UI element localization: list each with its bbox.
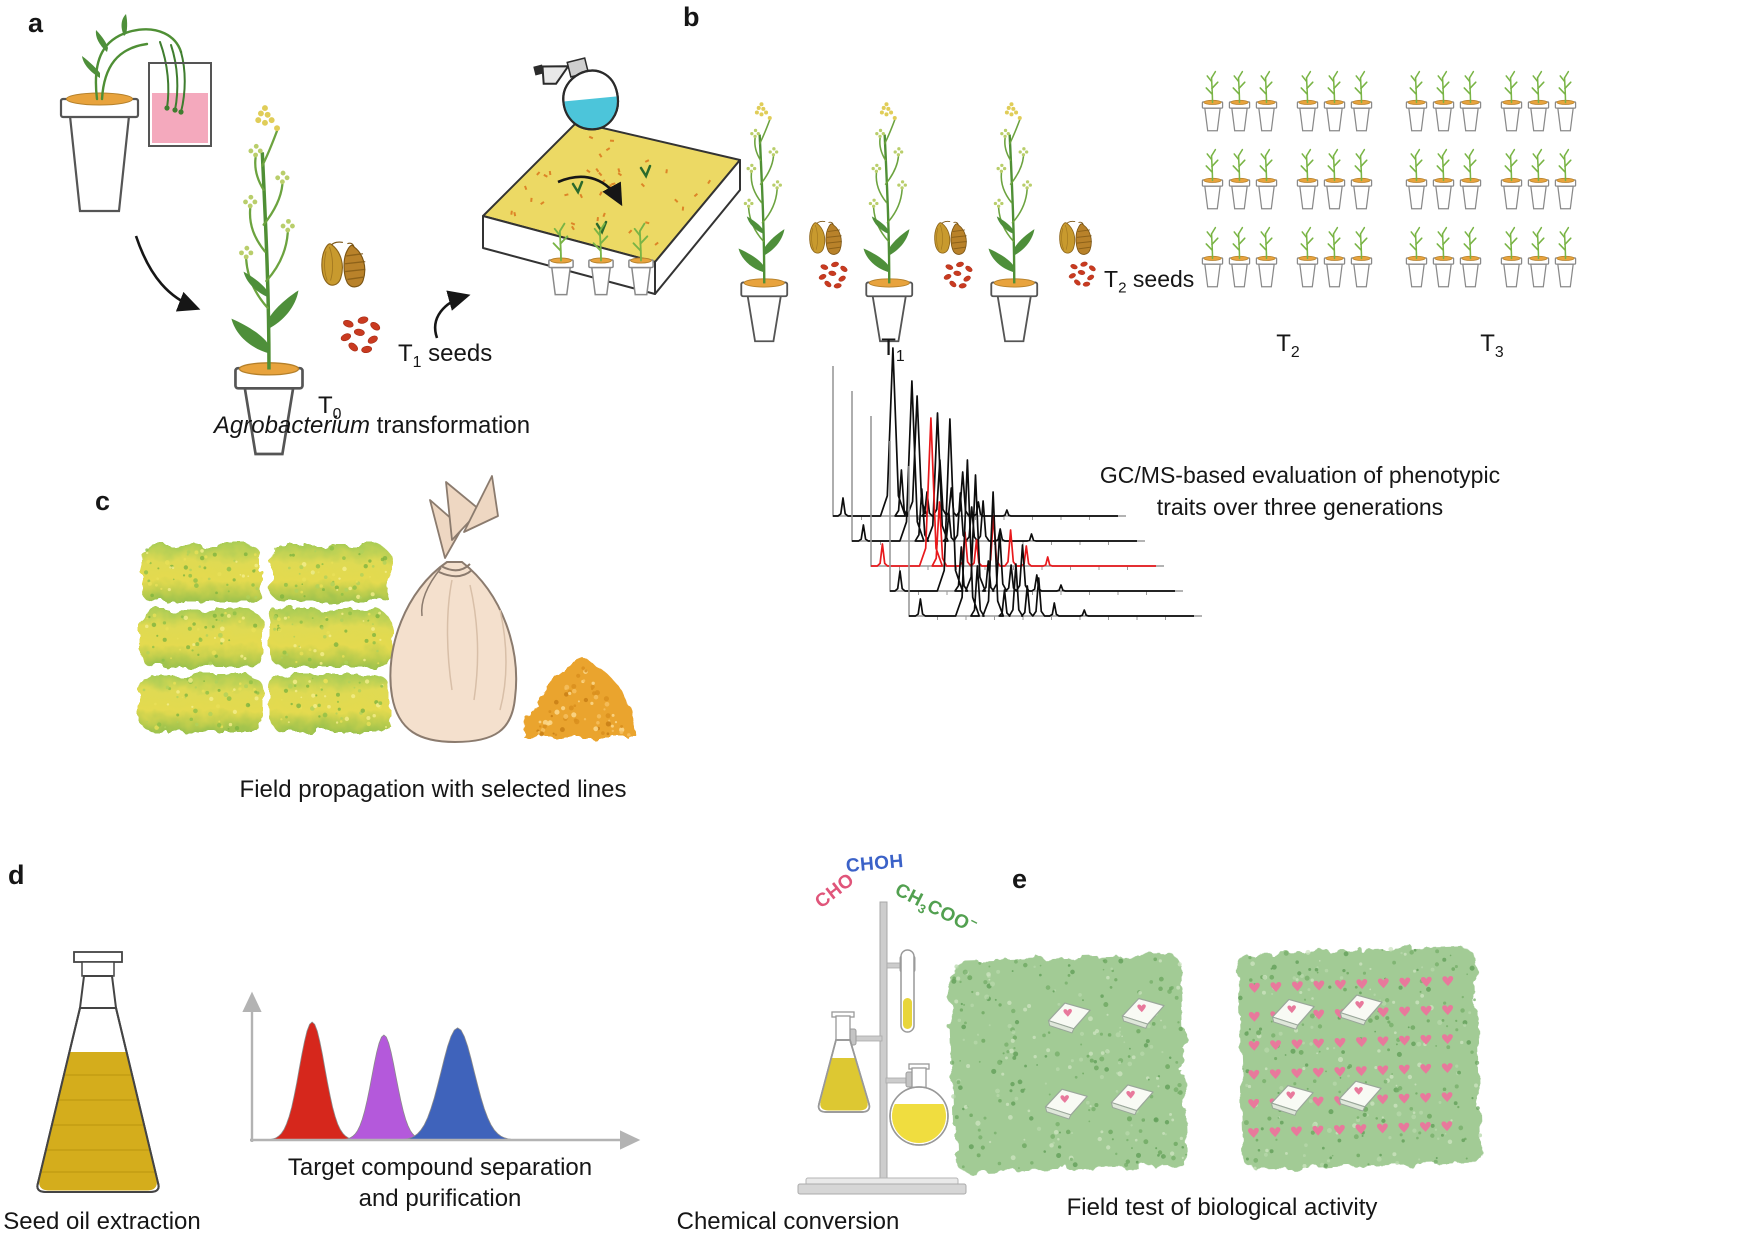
gcms-caption-line2: traits over three generations — [1156, 494, 1444, 520]
panel-label-a: a — [28, 8, 44, 38]
t2-pot-grid — [1201, 70, 1373, 288]
t3-label: T3 — [1480, 330, 1504, 361]
t2-label: T2 — [1276, 330, 1300, 361]
gcms-chromatograms — [832, 347, 1202, 620]
oil-flask-illustration — [36, 951, 160, 1193]
panel-label-d: d — [8, 860, 25, 890]
dipped-flower-tips — [159, 41, 186, 113]
field-left-texture — [949, 957, 1187, 1169]
gcms-caption-line1: GC/MS-based evaluation of phenotypic — [1099, 462, 1501, 488]
arrow-tray-to-pots — [557, 175, 623, 207]
caption-separation-line2: and purification — [358, 1185, 522, 1212]
t1-label: T1 — [881, 334, 905, 365]
caption-seed-oil-extraction: Seed oil extraction — [3, 1208, 201, 1235]
caption-field-propagation: Field propagation with selected lines — [239, 776, 627, 803]
t1-plants-illustration — [737, 101, 1097, 343]
arrow-seeds-to-tray — [434, 290, 471, 339]
panel-label-b: b — [683, 2, 700, 32]
field-left-illustration — [948, 953, 1188, 1173]
t0-label: T0 — [318, 392, 342, 423]
t0-plant-illustration — [229, 103, 305, 456]
pile-texture-dots — [536, 666, 631, 737]
arrow-dip-to-plant — [134, 235, 201, 312]
seed-pile-icon — [523, 660, 637, 737]
t1-seeds-label: T1 seeds — [398, 340, 493, 371]
pink-beaker — [148, 62, 212, 147]
field-patches-illustration — [140, 545, 390, 732]
small-flask-icon — [817, 1011, 871, 1113]
chemical-stand-illustration — [797, 901, 967, 1195]
t1-seeds-icon — [339, 315, 382, 354]
caption-separation-line1: Target compound separation — [287, 1154, 593, 1181]
panel-label-c: c — [95, 486, 111, 516]
t3-pot-grid — [1405, 70, 1577, 288]
floral-dip-illustration — [59, 14, 212, 213]
test-tube-liquid — [903, 998, 912, 1029]
t2-seeds-label: T2 seeds — [1104, 266, 1195, 297]
field-right-illustration — [1236, 946, 1483, 1170]
spray-bottle-icon — [533, 57, 620, 131]
seed-pods-icon — [321, 241, 366, 288]
patch-texture-dots — [142, 545, 388, 731]
round-flask-icon — [889, 1063, 949, 1146]
separation-peaks — [268, 1021, 515, 1141]
selected-seedlings-icons — [571, 164, 652, 235]
panel-label-e: e — [1012, 864, 1028, 894]
caption-field-test: Field test of biological activity — [1066, 1194, 1378, 1221]
separation-chart — [242, 991, 641, 1150]
caption-agrobacterium-transformation: Agrobacterium transformation — [213, 412, 531, 439]
seed-bag-icon — [389, 475, 518, 744]
caption-chemical-conversion: Chemical conversion — [676, 1208, 900, 1235]
